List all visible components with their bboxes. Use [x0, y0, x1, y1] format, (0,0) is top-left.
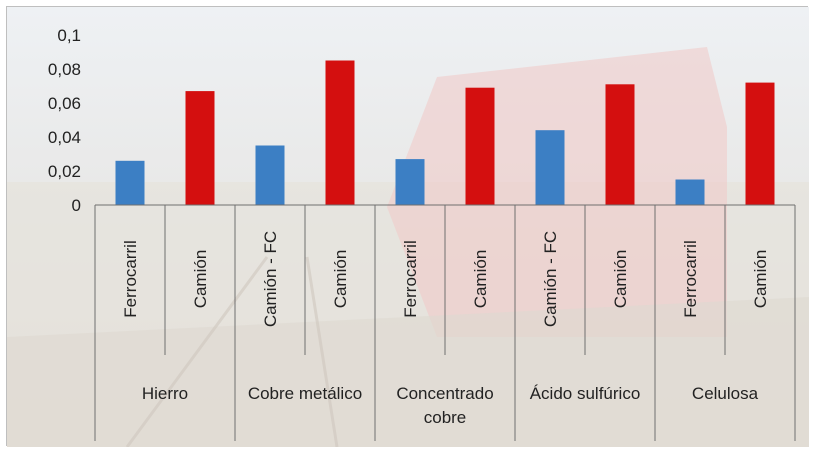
bar [465, 87, 495, 205]
y-tick-label: 0,08 [48, 60, 81, 79]
group-label: Ácido sulfúrico [530, 384, 641, 403]
bar [395, 159, 425, 205]
bar-chart: 0 0,02 0,04 0,06 0,08 0,1 Ferrocarril Camión Ca… [7, 7, 809, 447]
bar [675, 179, 705, 205]
category-label: Ferrocarril [681, 240, 700, 317]
y-axis: 0 0,02 0,04 0,06 0,08 0,1 [48, 26, 81, 215]
category-label: Ferrocarril [401, 240, 420, 317]
category-label: Ferrocarril [121, 240, 140, 317]
category-label: Camión [191, 250, 210, 309]
category-label: Camión - FC [261, 231, 280, 327]
y-tick-label: 0,1 [57, 26, 81, 45]
y-tick-label: 0,04 [48, 128, 81, 147]
bar [745, 82, 775, 205]
y-tick-label: 0 [72, 196, 81, 215]
y-tick-label: 0,06 [48, 94, 81, 113]
background-photo [7, 7, 809, 447]
bar [535, 130, 565, 205]
group-label: Celulosa [692, 384, 759, 403]
bar [185, 91, 215, 205]
group-label: Concentrado [396, 384, 493, 403]
category-label: Camión [471, 250, 490, 309]
bar [605, 84, 635, 205]
bar [255, 145, 285, 205]
bar [115, 160, 145, 205]
group-label: Cobre metálico [248, 384, 362, 403]
category-label: Camión - FC [541, 231, 560, 327]
category-label: Camión [331, 250, 350, 309]
bar [325, 60, 355, 205]
group-label: Hierro [142, 384, 188, 403]
bars [115, 60, 775, 205]
category-label: Camión [611, 250, 630, 309]
chart-frame: 0 0,02 0,04 0,06 0,08 0,1 Ferrocarril Camión Ca… [6, 6, 809, 447]
x-axis: Ferrocarril Camión Camión - FC Camión Ferroc… [94, 204, 796, 441]
y-tick-label: 0,02 [48, 162, 81, 181]
category-label: Camión [751, 250, 770, 309]
group-label: cobre [424, 408, 467, 427]
